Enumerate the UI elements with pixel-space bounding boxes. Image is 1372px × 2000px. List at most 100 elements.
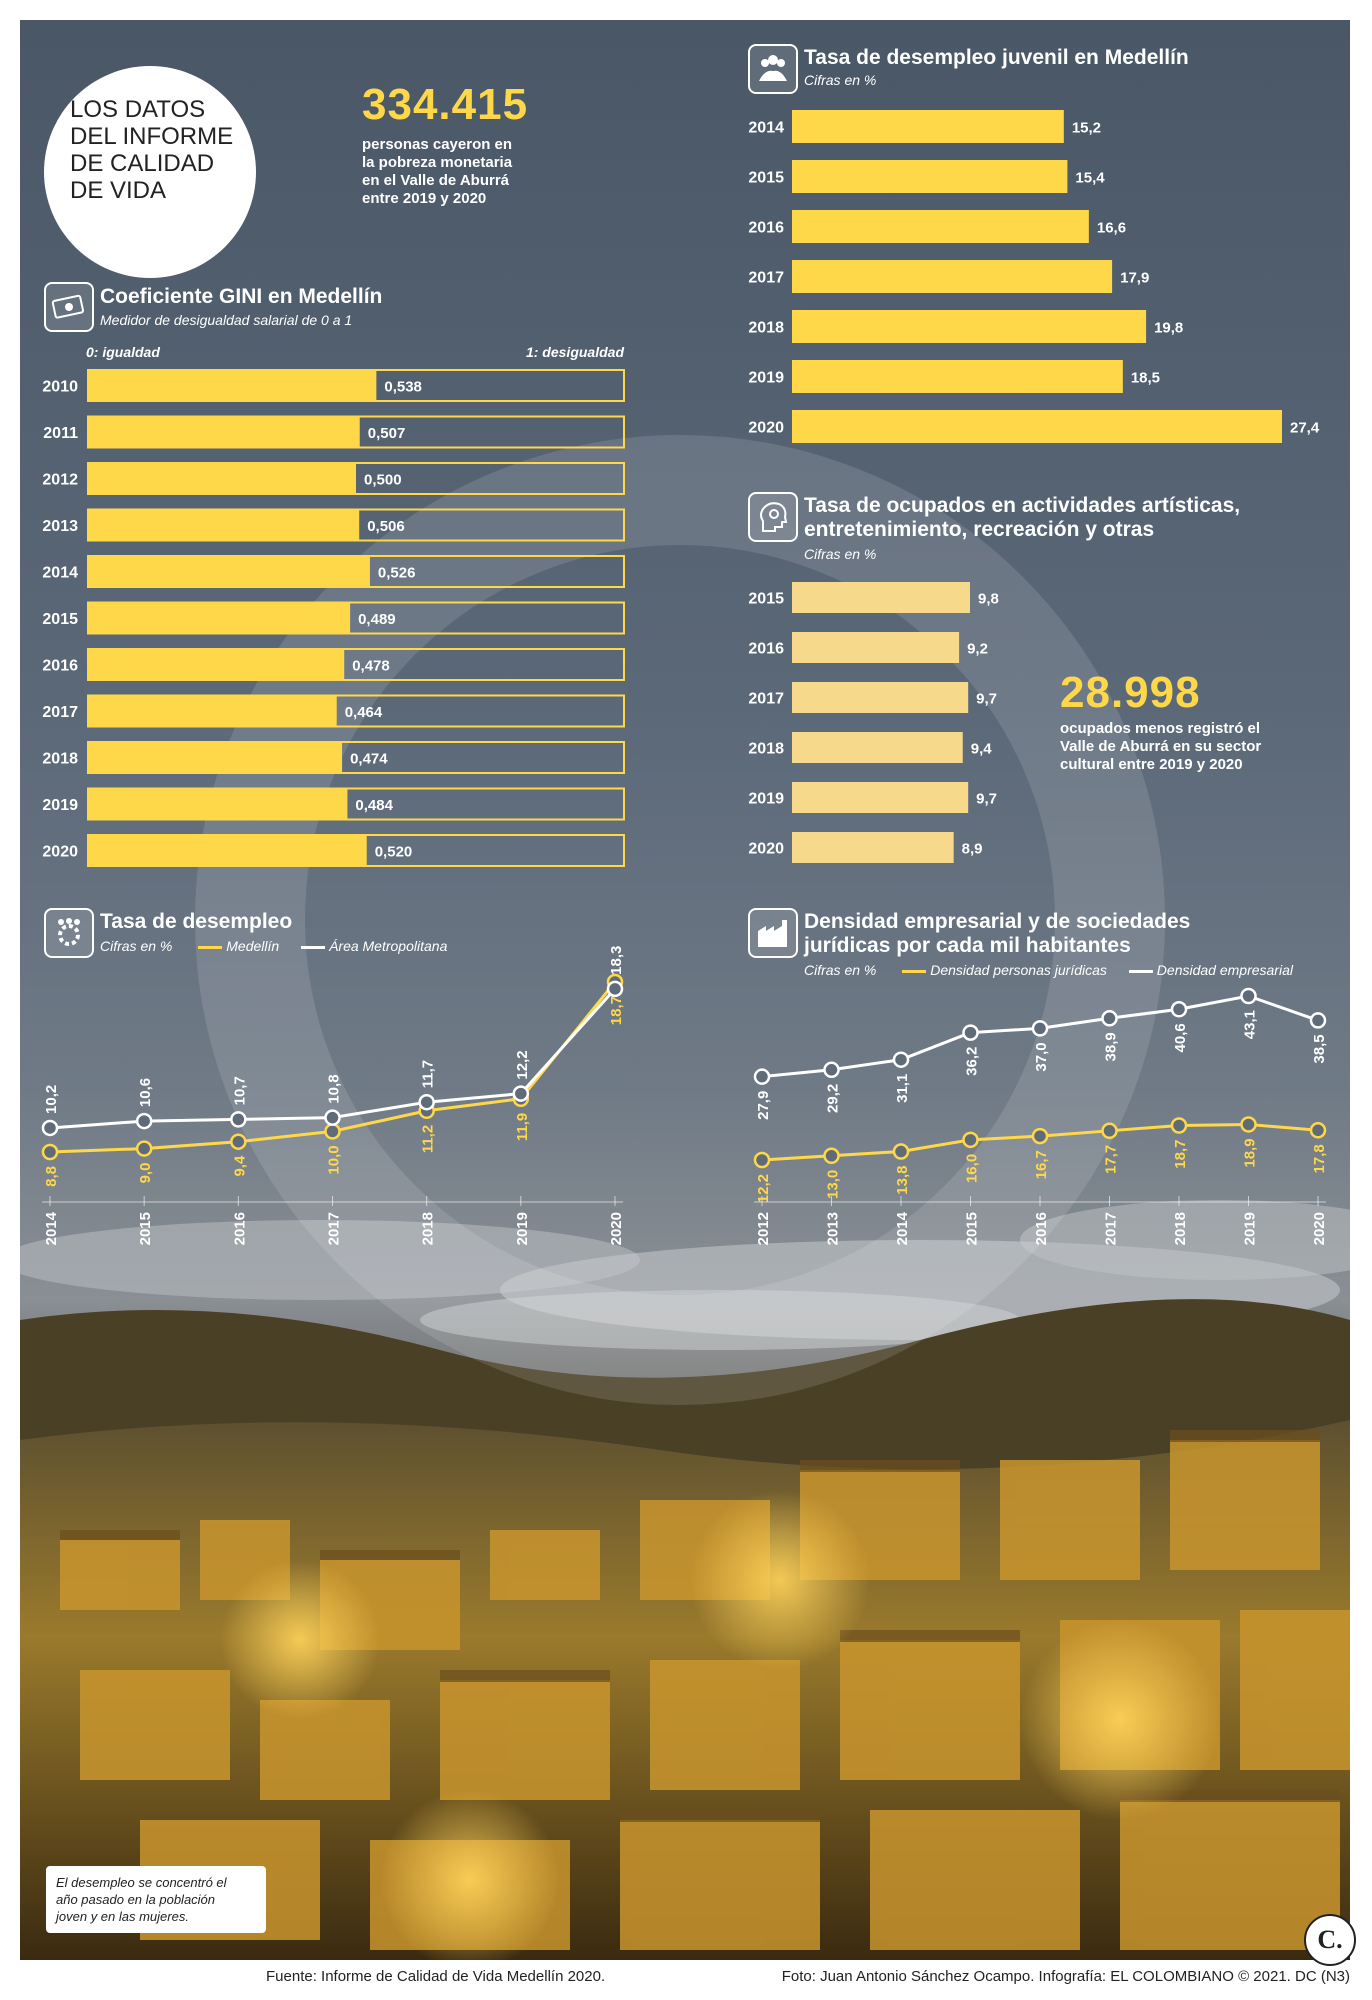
arts-bar (792, 832, 954, 863)
density-point (753, 1068, 771, 1085)
gini-left-label: 0: igualdad (86, 344, 160, 360)
legend-swatch-juridicas (902, 969, 927, 973)
youth-subtitle: Cifras en % (804, 72, 877, 88)
density-data-label: 36,2 (964, 1047, 981, 1076)
headline-number: 334.415 (362, 80, 529, 129)
youth-value-label: 16,6 (1097, 220, 1126, 237)
unemp-point (135, 1140, 153, 1157)
density-point (1170, 1001, 1188, 1018)
density-title-line: Densidad empresarial y de sociedades (804, 910, 1191, 933)
density-point (1031, 1127, 1049, 1145)
unemp-data-label: 12,2 (514, 1050, 531, 1079)
gini-value-label: 0,520 (375, 844, 413, 861)
density-data-label: 16,7 (1033, 1150, 1050, 1179)
arts-value-label: 9,2 (967, 641, 988, 658)
density-point (753, 1151, 771, 1169)
density-data-label: 27,9 (755, 1091, 772, 1120)
arts-value-label: 9,8 (978, 591, 999, 608)
youth-title: Tasa de desempleo juvenil en Medellín (804, 46, 1189, 69)
unemployment-legend: Cifras en % Medellín Área Metropolitana (100, 938, 447, 954)
density-tick-label: 2020 (1311, 1212, 1328, 1245)
legend-area: Área Metropolitana (329, 938, 448, 954)
unemp-tick-label: 2020 (608, 1212, 625, 1245)
gini-year-label: 2012 (42, 472, 78, 489)
density-data-label: 18,9 (1242, 1138, 1259, 1167)
gini-bar (88, 602, 351, 634)
photo-note-line: joven y en las mujeres. (56, 1909, 189, 1924)
photo-note-line: El desempleo se concentró el (56, 1875, 227, 1890)
people-group-icon (748, 44, 798, 94)
density-point (823, 1147, 840, 1165)
arts-chart: 2015 9,8 2016 9,2 2017 9,7 2018 9,4 2019 9,7 2020 8… (748, 582, 999, 863)
arts-year-label: 2018 (748, 741, 784, 758)
arts-bar (792, 582, 970, 613)
gini-value-label: 0,478 (352, 658, 390, 675)
gini-bar (88, 788, 348, 820)
unemp-point (230, 1133, 247, 1150)
legend-medellin: Medellín (226, 938, 280, 954)
unemp-point (512, 1085, 530, 1102)
unemp-point (418, 1093, 435, 1111)
density-tick-label: 2012 (755, 1212, 772, 1245)
gini-year-label: 2019 (42, 797, 78, 814)
gear-people-icon (44, 908, 94, 958)
density-point (1309, 1122, 1327, 1139)
density-data-label: 38,9 (1103, 1032, 1120, 1061)
youth-bar (792, 360, 1123, 393)
youth-bar (792, 260, 1113, 293)
arts-year-label: 2015 (748, 591, 784, 608)
arts-value-label: 9,7 (976, 691, 997, 708)
callout-line: Valle de Aburrá en su sector (1060, 738, 1262, 755)
youth-year-label: 2020 (748, 420, 784, 437)
density-data-label: 40,6 (1172, 1023, 1189, 1052)
gini-year-label: 2016 (42, 658, 78, 675)
gini-value-label: 0,526 (378, 565, 416, 582)
legend-empresarial: Densidad empresarial (1156, 962, 1293, 978)
youth-year-label: 2016 (748, 220, 784, 237)
youth-value-label: 15,2 (1072, 120, 1101, 137)
youth-chart: 2014 15,2 2015 15,4 2016 16,6 2017 17,9 2018 19,8… (748, 110, 1320, 443)
gini-bar (88, 695, 337, 727)
callout-line: cultural entre 2019 y 2020 (1060, 756, 1243, 773)
unemp-data-label: 9,0 (137, 1163, 154, 1184)
unemp-point (135, 1112, 153, 1130)
unemp-tick-label: 2019 (514, 1212, 531, 1245)
arts-title: Tasa de ocupados en actividades artístic… (804, 494, 1240, 542)
density-data-label: 18,7 (1172, 1140, 1189, 1169)
density-tick-label: 2018 (1172, 1212, 1189, 1245)
unemp-data-label: 10,2 (43, 1085, 60, 1114)
arts-callout-number: 28.998 (1060, 668, 1201, 717)
unemp-point (324, 1123, 341, 1140)
density-tick-label: 2016 (1033, 1212, 1050, 1245)
youth-bar (792, 310, 1147, 343)
gini-subtitle: Medidor de desigualdad salarial de 0 a 1 (100, 312, 353, 328)
unemp-data-label: 10,7 (231, 1076, 248, 1105)
gini-value-label: 0,484 (355, 797, 393, 814)
density-point (1101, 1010, 1118, 1027)
youth-value-label: 19,8 (1154, 320, 1183, 337)
density-point (1101, 1122, 1118, 1140)
unemp-data-label: 11,2 (420, 1125, 437, 1153)
youth-bar (792, 410, 1282, 443)
gini-title: Coeficiente GINI en Medellín (100, 285, 383, 308)
gini-value-label: 0,500 (364, 472, 402, 489)
arts-title-line: Tasa de ocupados en actividades artístic… (804, 494, 1241, 517)
legend-swatch-empresarial (1128, 969, 1153, 973)
arts-subtitle: Cifras en % (804, 546, 877, 562)
arts-bar (792, 632, 960, 663)
arts-year-label: 2019 (748, 791, 784, 808)
arts-callout-text: ocupados menos registró el Valle de Abur… (1060, 720, 1300, 774)
youth-bar (792, 110, 1064, 143)
arts-value-label: 9,7 (976, 791, 997, 808)
gini-bar (88, 509, 360, 541)
headline-line: entre 2019 y 2020 (362, 190, 487, 207)
unemp-point (606, 980, 624, 998)
gini-value-label: 0,507 (368, 425, 406, 442)
headline-text: personas cayeron en la pobreza monetaria… (362, 136, 542, 208)
gini-year-label: 2018 (42, 751, 78, 768)
density-data-label: 12,2 (755, 1174, 772, 1203)
callout-line: ocupados menos registró el (1060, 720, 1261, 737)
unemp-data-label: 10,0 (326, 1145, 343, 1174)
density-tick-label: 2019 (1242, 1212, 1259, 1245)
density-point (892, 1051, 910, 1068)
